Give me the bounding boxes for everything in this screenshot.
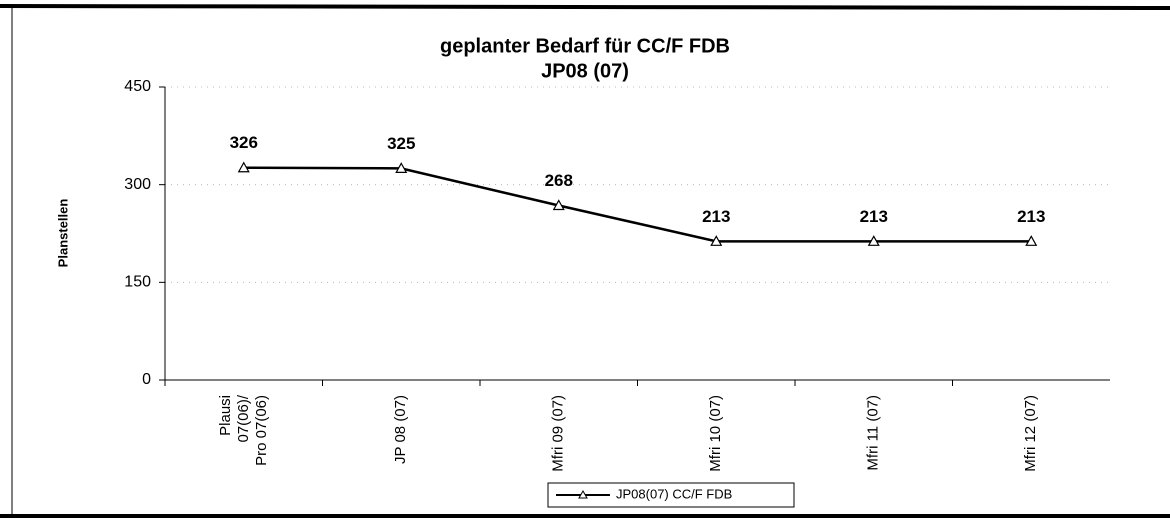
x-tick-label: Mfri 11 (07) xyxy=(865,395,882,471)
x-tick-label: Mfri 10 (07) xyxy=(707,395,724,472)
marker xyxy=(1025,235,1038,246)
x-tick-group: JP 08 (07) xyxy=(392,395,409,464)
marker xyxy=(867,235,880,246)
marker xyxy=(395,162,408,173)
data-label: 213 xyxy=(1017,207,1045,226)
x-tick-label: Mfri 12 (07) xyxy=(1022,395,1039,472)
x-tick-label: JP 08 (07) xyxy=(392,395,409,464)
y-tick-label: 300 xyxy=(124,176,151,193)
data-label: 325 xyxy=(387,134,415,153)
x-tick-group: Mfri 11 (07) xyxy=(865,395,882,471)
y-tick-label: 450 xyxy=(124,78,151,95)
x-tick-group: Mfri 10 (07) xyxy=(707,395,724,472)
x-tick-label: Mfri 09 (07) xyxy=(550,395,567,472)
data-label: 268 xyxy=(545,171,573,190)
chart-subtitle: JP08 (07) xyxy=(541,60,629,82)
x-tick-label: Plausi07(06)/Pro 07(06) xyxy=(217,394,270,466)
x-tick-group: Mfri 09 (07) xyxy=(550,395,567,472)
marker xyxy=(710,235,723,246)
marker xyxy=(552,199,565,211)
y-axis-label: Planstellen xyxy=(55,199,70,268)
chart-title: geplanter Bedarf für CC/F FDB xyxy=(440,35,730,57)
data-label: 213 xyxy=(702,207,730,226)
series-line xyxy=(243,166,1032,243)
y-tick-label: 0 xyxy=(142,371,151,388)
legend-marker xyxy=(578,489,588,499)
y-tick-label: 150 xyxy=(124,274,151,291)
x-tick-group: Plausi07(06)/Pro 07(06) xyxy=(217,394,270,466)
top-border xyxy=(0,4,1170,10)
data-label: 213 xyxy=(860,207,888,226)
data-label: 326 xyxy=(230,133,258,152)
marker xyxy=(237,161,250,173)
legend-label: JP08(07) CC/F FDB xyxy=(616,486,732,501)
x-tick-group: Mfri 12 (07) xyxy=(1022,395,1039,472)
